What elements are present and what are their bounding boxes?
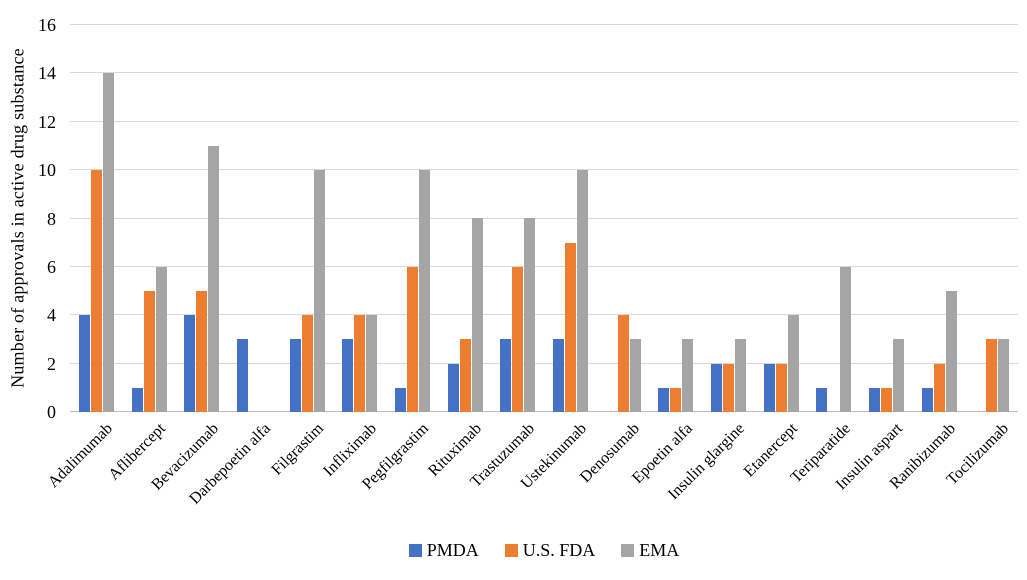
gridline-10 — [70, 169, 1018, 171]
legend-item-ema: EMA — [621, 540, 679, 561]
bar-group-insulin-glargine — [710, 339, 746, 412]
bar-group-infliximab — [342, 315, 378, 412]
y-tick-14: 14 — [38, 63, 56, 84]
gridline-8 — [70, 217, 1018, 219]
bar-group-rituximab — [447, 218, 483, 412]
bar-ema-bevacizumab — [208, 146, 220, 412]
bar-pmda-etanercept — [763, 364, 775, 412]
bar-u-s-fda-pegfilgrastim — [406, 267, 418, 412]
bar-pmda-epoetin-alfa — [658, 388, 670, 412]
bar-u-s-fda-insulin-glargine — [722, 364, 734, 412]
bar-ema-epoetin-alfa — [682, 339, 694, 412]
bar-u-s-fda-adalimumab — [90, 170, 102, 412]
bar-u-s-fda-rituximab — [459, 339, 471, 412]
bar-u-s-fda-trastuzumab — [512, 267, 524, 412]
bar-ema-pegfilgrastim — [418, 170, 430, 412]
y-tick-2: 2 — [47, 353, 56, 374]
bar-group-darbepoetin-alfa — [236, 339, 272, 412]
y-tick-6: 6 — [47, 256, 56, 277]
bar-ema-tocilizumab — [998, 339, 1010, 412]
y-tick-8: 8 — [47, 208, 56, 229]
bar-group-tocilizumab — [974, 339, 1010, 412]
legend-swatch-pmda — [408, 544, 422, 557]
x-axis-line — [70, 411, 1018, 412]
bar-pmda-rituximab — [447, 364, 459, 412]
y-tick-0: 0 — [47, 402, 56, 422]
bar-group-ustekinumab — [552, 170, 588, 412]
bar-ema-infliximab — [366, 315, 378, 412]
gridline-16 — [70, 24, 1018, 25]
bar-pmda-filgrastim — [289, 339, 301, 412]
bar-ema-teriparatide — [840, 267, 852, 412]
bar-u-s-fda-epoetin-alfa — [670, 388, 682, 412]
bar-ema-insulin-glargine — [734, 339, 746, 412]
y-tick-16: 16 — [38, 15, 56, 35]
bar-pmda-darbepoetin-alfa — [236, 339, 248, 412]
bar-pmda-teriparatide — [816, 388, 828, 412]
bar-ema-ranibizumab — [945, 291, 957, 412]
bar-group-bevacizumab — [184, 146, 220, 412]
bar-ema-denosumab — [629, 339, 641, 412]
bar-pmda-infliximab — [342, 339, 354, 412]
bar-u-s-fda-denosumab — [617, 315, 629, 412]
bar-pmda-pegfilgrastim — [394, 388, 406, 412]
bar-ema-rituximab — [471, 218, 483, 412]
bar-ema-filgrastim — [313, 170, 325, 412]
gridline-4 — [70, 314, 1018, 316]
bar-group-epoetin-alfa — [658, 339, 694, 412]
gridline-6 — [70, 265, 1018, 267]
y-tick-12: 12 — [38, 111, 56, 132]
bar-u-s-fda-insulin-aspart — [880, 388, 892, 412]
legend-label-ema: EMA — [639, 540, 680, 560]
bar-u-s-fda-etanercept — [775, 364, 787, 412]
bar-pmda-insulin-glargine — [710, 364, 722, 412]
bar-pmda-ustekinumab — [552, 339, 564, 412]
bar-u-s-fda-bevacizumab — [196, 291, 208, 412]
bar-ema-ustekinumab — [576, 170, 588, 412]
bar-group-teriparatide — [816, 267, 852, 412]
legend-item-pmda: PMDA — [408, 540, 479, 561]
bar-group-adalimumab — [78, 73, 114, 412]
bar-ema-adalimumab — [102, 73, 114, 412]
legend-swatch-u-s-fda — [504, 544, 518, 557]
bar-group-etanercept — [763, 315, 799, 412]
bar-pmda-trastuzumab — [500, 339, 512, 412]
bar-pmda-ranibizumab — [921, 388, 933, 412]
plot-area — [70, 24, 1018, 412]
bar-group-ranibizumab — [921, 291, 957, 412]
legend: PMDA U.S. FDA EMA — [70, 540, 1018, 561]
legend-swatch-ema — [621, 544, 635, 557]
bar-u-s-fda-ranibizumab — [933, 364, 945, 412]
legend-label-u-s-fda: U.S. FDA — [522, 540, 596, 560]
y-tick-4: 4 — [47, 305, 56, 326]
y-tick-10: 10 — [38, 160, 56, 181]
bar-group-pegfilgrastim — [394, 170, 430, 412]
bar-group-insulin-aspart — [868, 339, 904, 412]
bar-pmda-adalimumab — [78, 315, 90, 412]
bar-u-s-fda-filgrastim — [301, 315, 313, 412]
bar-group-denosumab — [606, 315, 641, 412]
legend-item-u-s-fda: U.S. FDA — [504, 540, 596, 561]
bar-u-s-fda-tocilizumab — [986, 339, 998, 412]
gridline-2 — [70, 362, 1018, 364]
bar-pmda-aflibercept — [131, 388, 143, 412]
bar-group-filgrastim — [289, 170, 325, 412]
gridline-12 — [70, 120, 1018, 122]
gridline-14 — [70, 72, 1018, 74]
bar-ema-aflibercept — [155, 267, 167, 412]
bar-ema-trastuzumab — [524, 218, 536, 412]
bar-group-trastuzumab — [500, 218, 536, 412]
bar-ema-insulin-aspart — [892, 339, 904, 412]
bar-u-s-fda-aflibercept — [143, 291, 155, 412]
bar-pmda-insulin-aspart — [868, 388, 880, 412]
legend-label-pmda: PMDA — [426, 540, 479, 560]
bar-u-s-fda-infliximab — [354, 315, 366, 412]
bar-group-aflibercept — [131, 267, 167, 412]
bar-pmda-bevacizumab — [184, 315, 196, 412]
bar-u-s-fda-ustekinumab — [564, 243, 576, 412]
bar-ema-etanercept — [787, 315, 799, 412]
